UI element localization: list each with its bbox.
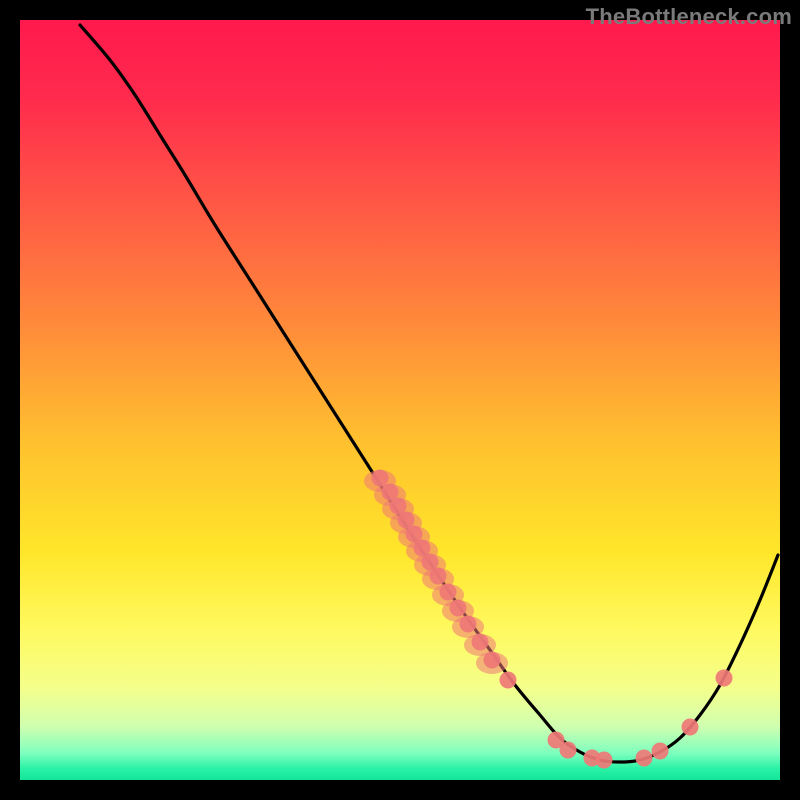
data-marker bbox=[440, 584, 457, 601]
data-marker bbox=[372, 470, 389, 487]
plot-layer bbox=[0, 0, 800, 800]
data-marker bbox=[500, 672, 517, 689]
data-marker bbox=[430, 568, 447, 585]
chart-stage: TheBottleneck.com bbox=[0, 0, 800, 800]
data-marker bbox=[682, 719, 699, 736]
data-marker bbox=[472, 634, 489, 651]
data-marker bbox=[596, 752, 613, 769]
data-marker bbox=[716, 670, 733, 687]
watermark-text: TheBottleneck.com bbox=[586, 4, 792, 30]
data-marker bbox=[652, 743, 669, 760]
data-marker bbox=[460, 616, 477, 633]
plot-gradient bbox=[20, 20, 780, 780]
data-marker bbox=[636, 750, 653, 767]
data-marker bbox=[484, 652, 501, 669]
data-marker bbox=[560, 742, 577, 759]
data-marker bbox=[450, 600, 467, 617]
